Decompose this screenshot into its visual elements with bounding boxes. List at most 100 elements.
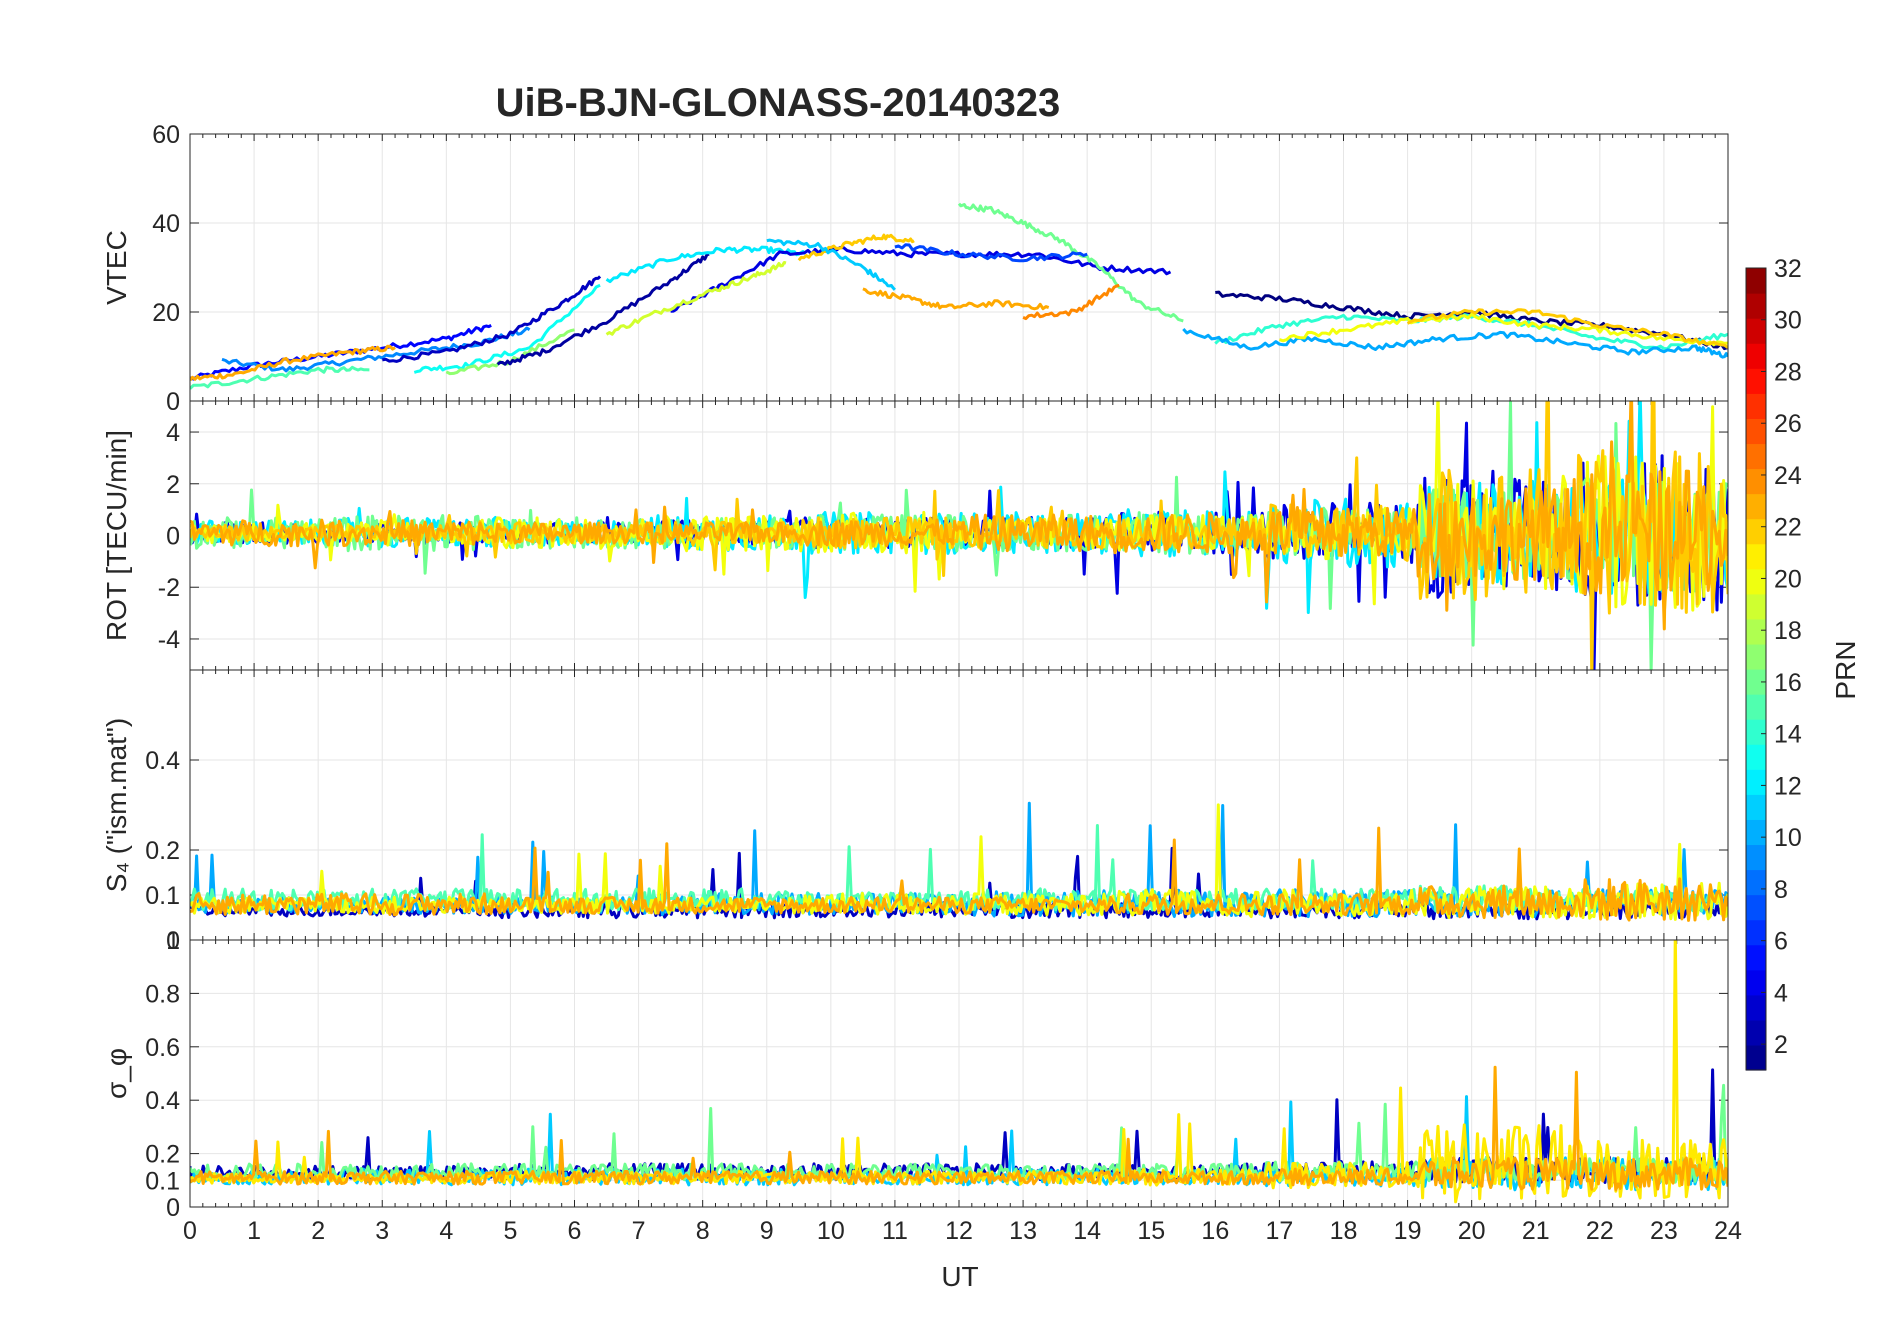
series-prn-23 (190, 1065, 1728, 1192)
y-tick-label: 0.6 (145, 1034, 180, 1062)
y-tick-label: 0 (166, 388, 180, 416)
colorbar-label: PRN (1830, 640, 1861, 699)
y-tick-label: 0 (166, 523, 180, 551)
y-tick-label: 0.8 (145, 980, 180, 1008)
colorbar-segment (1746, 869, 1766, 896)
colorbar-segment (1746, 719, 1766, 745)
x-tick-label: 15 (1137, 1217, 1165, 1245)
series-prn-10 (1182, 327, 1728, 359)
colorbar-segment (1746, 994, 1766, 1021)
colorbar-segment (1746, 468, 1766, 495)
colorbar-segment (1746, 543, 1766, 570)
colorbar-segment (1746, 744, 1766, 770)
colorbar-segment (1746, 268, 1766, 294)
x-tick-label: 9 (760, 1217, 774, 1245)
colorbar-segment (1746, 944, 1766, 971)
axes-box (189, 939, 1729, 1208)
y-axis-label: S₄ ("ism.mat") (101, 718, 132, 892)
colorbar-tick-label: 30 (1774, 307, 1802, 335)
x-tick-label: 24 (1714, 1217, 1742, 1245)
colorbar-tick-label: 2 (1774, 1031, 1788, 1059)
colorbar-tick-label: 4 (1774, 979, 1788, 1007)
x-tick-label: 10 (817, 1217, 845, 1245)
y-tick-label: 0.1 (145, 882, 180, 910)
series-prn-22 (797, 233, 915, 262)
colorbar-tick-label: 12 (1774, 772, 1802, 800)
colorbar-segment (1746, 1019, 1766, 1046)
x-tick-label: 8 (696, 1217, 710, 1245)
series-prn-5 (190, 324, 492, 381)
x-tick-label: 13 (1009, 1217, 1037, 1245)
colorbar-segment (1746, 1044, 1766, 1071)
y-tick-label: 0 (166, 1194, 180, 1222)
colorbar-tick-label: 6 (1774, 928, 1788, 956)
y-tick-label: 0.2 (145, 837, 180, 865)
y-tick-label: 20 (152, 299, 180, 327)
y-tick-label: 0.4 (145, 747, 180, 775)
x-axis-label: UT (941, 1261, 978, 1292)
colorbar-segment (1746, 293, 1766, 319)
y-tick-label: -2 (158, 574, 180, 602)
x-tick-label: 16 (1201, 1217, 1229, 1245)
y-axis-label: VTEC (101, 230, 132, 305)
colorbar-segment (1746, 443, 1766, 470)
colorbar-segment (1746, 393, 1766, 419)
colorbar-segment (1746, 418, 1766, 445)
series-prn-15 (190, 365, 370, 390)
colorbar-segment (1746, 769, 1766, 795)
series-prn-12 (605, 245, 807, 284)
x-tick-label: 1 (247, 1217, 261, 1245)
series-group (190, 940, 1728, 1204)
x-tick-label: 2 (311, 1217, 325, 1245)
x-tick-label: 4 (439, 1217, 453, 1245)
series-group (190, 801, 1728, 922)
x-tick-label: 21 (1522, 1217, 1550, 1245)
series-group (190, 202, 1728, 390)
series-prn-23 (190, 344, 396, 382)
y-tick-label: 60 (152, 121, 180, 149)
colorbar-segment (1746, 844, 1766, 871)
x-tick-label: 3 (375, 1217, 389, 1245)
series-prn-19 (605, 261, 787, 336)
x-tick-label: 23 (1650, 1217, 1678, 1245)
series-prn-22 (1406, 308, 1728, 349)
x-tick-label: 12 (945, 1217, 973, 1245)
colorbar-segment (1746, 643, 1766, 670)
colorbar-tick-label: 24 (1774, 462, 1802, 490)
colorbar-segment (1746, 593, 1766, 620)
series-prn-2 (496, 252, 710, 366)
y-tick-label: 1 (166, 927, 180, 955)
colorbar-segment (1746, 794, 1766, 820)
chart-title: UiB-BJN-GLONASS-20140323 (496, 81, 1061, 125)
colorbar-tick-label: 20 (1774, 565, 1802, 593)
x-tick-label: 18 (1330, 1217, 1358, 1245)
panel-2: 0 0.1 0.2 0.4 S₄ ("ism.mat") (101, 669, 1729, 955)
y-tick-label: 0.1 (145, 1167, 180, 1195)
x-tick-label: 11 (882, 1217, 908, 1245)
colorbar-tick-label: 10 (1774, 824, 1802, 852)
y-tick-label: 0.4 (145, 1087, 180, 1115)
colorbar-segment (1746, 819, 1766, 846)
x-tick-label: 0 (183, 1217, 197, 1245)
y-tick-label: 0.2 (145, 1141, 180, 1169)
x-tick-label: 14 (1073, 1217, 1101, 1245)
colorbar-segment (1746, 318, 1766, 344)
colorbar-segment (1746, 969, 1766, 996)
colorbar-segment (1746, 694, 1766, 720)
colorbar-tick-label: 14 (1774, 721, 1802, 749)
y-tick-label: 4 (166, 419, 180, 447)
x-tick-label: 5 (503, 1217, 517, 1245)
series-prn-14 (1214, 313, 1728, 351)
panel-3: 0 1 2 3 4 5 6 7 8 9 10 11 12 13 14 15 16 17 18 19 20 21 22 23 24… (101, 927, 1742, 1245)
series-prn-7 (894, 243, 1088, 263)
colorbar-segment (1746, 493, 1766, 520)
colorbar-segment (1746, 894, 1766, 921)
series-prn-3 (382, 275, 602, 363)
colorbar-tick-label: 22 (1774, 514, 1802, 542)
panel-0: 0 20 40 60 VTEC (101, 121, 1729, 416)
colorbar-segment (1746, 518, 1766, 545)
colorbar-segment (1746, 343, 1766, 369)
x-tick-label: 6 (568, 1217, 582, 1245)
series-group (190, 401, 1728, 670)
